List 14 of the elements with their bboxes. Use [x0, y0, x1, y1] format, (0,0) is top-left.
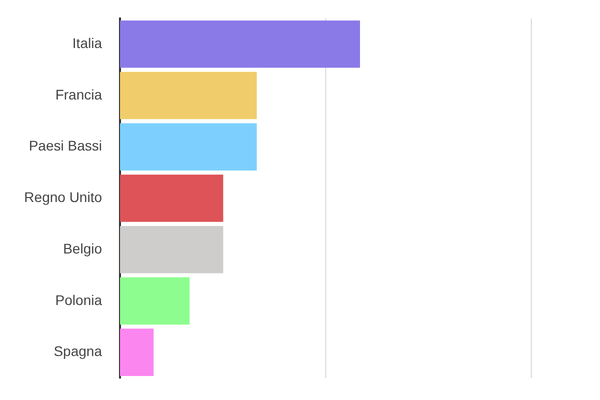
- bar: [120, 174, 224, 222]
- bar: [120, 72, 257, 120]
- bar: [120, 226, 224, 274]
- y-tick-label: Italia: [72, 34, 102, 51]
- bar: [120, 328, 154, 376]
- y-tick-label: Spagna: [54, 343, 102, 360]
- bar: [120, 20, 360, 68]
- y-tick-label: Belgio: [63, 240, 102, 256]
- y-tick-label: Paesi Bassi: [28, 138, 102, 154]
- bar: [120, 123, 257, 170]
- y-tick-label: Francia: [55, 86, 102, 102]
- y-tick-label: Regno Unito: [24, 189, 102, 206]
- bar: [120, 277, 190, 325]
- y-tick-label: Polonia: [55, 292, 102, 308]
